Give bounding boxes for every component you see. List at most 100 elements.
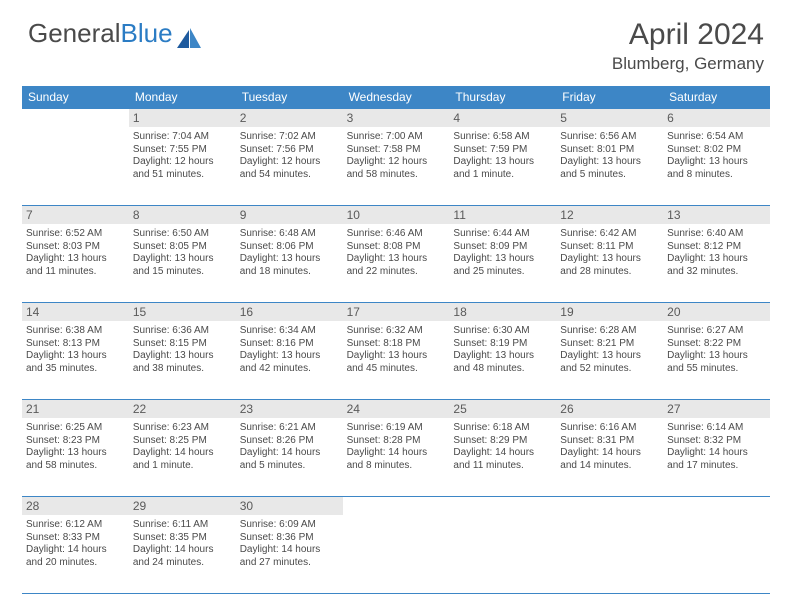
- day-number: 4: [449, 109, 556, 127]
- day-info: Sunrise: 7:04 AMSunset: 7:55 PMDaylight:…: [133, 131, 232, 181]
- day-cell: Sunrise: 6:28 AMSunset: 8:21 PMDaylight:…: [556, 321, 663, 399]
- day-info: Sunrise: 6:36 AMSunset: 8:15 PMDaylight:…: [133, 325, 232, 375]
- day-info-line: Daylight: 13 hours: [453, 350, 552, 363]
- day-info-line: Daylight: 13 hours: [26, 253, 125, 266]
- day-info-line: Sunset: 8:06 PM: [240, 241, 339, 254]
- day-info: Sunrise: 6:38 AMSunset: 8:13 PMDaylight:…: [26, 325, 125, 375]
- day-info-line: and 25 minutes.: [453, 266, 552, 279]
- day-info-line: Daylight: 14 hours: [667, 447, 766, 460]
- day-info-line: and 51 minutes.: [133, 169, 232, 182]
- day-info-line: and 55 minutes.: [667, 363, 766, 376]
- day-info: Sunrise: 6:12 AMSunset: 8:33 PMDaylight:…: [26, 519, 125, 569]
- day-info-line: Sunrise: 6:11 AM: [133, 519, 232, 532]
- day-cell: Sunrise: 6:27 AMSunset: 8:22 PMDaylight:…: [663, 321, 770, 399]
- week-row: Sunrise: 6:12 AMSunset: 8:33 PMDaylight:…: [22, 515, 770, 594]
- day-info-line: Sunset: 7:59 PM: [453, 144, 552, 157]
- day-number: 28: [22, 497, 129, 515]
- day-info-line: and 27 minutes.: [240, 557, 339, 570]
- day-info-line: Sunset: 8:01 PM: [560, 144, 659, 157]
- day-info-line: Sunrise: 7:02 AM: [240, 131, 339, 144]
- day-number: 3: [343, 109, 450, 127]
- day-info: Sunrise: 6:52 AMSunset: 8:03 PMDaylight:…: [26, 228, 125, 278]
- day-info-line: Sunrise: 6:09 AM: [240, 519, 339, 532]
- day-info-line: Sunrise: 6:21 AM: [240, 422, 339, 435]
- day-info-line: and 58 minutes.: [347, 169, 446, 182]
- day-info-line: and 32 minutes.: [667, 266, 766, 279]
- day-info-line: Sunrise: 6:18 AM: [453, 422, 552, 435]
- day-cell: Sunrise: 7:00 AMSunset: 7:58 PMDaylight:…: [343, 127, 450, 205]
- day-info-line: Daylight: 14 hours: [133, 447, 232, 460]
- day-info-line: Sunset: 8:05 PM: [133, 241, 232, 254]
- day-info-line: Daylight: 13 hours: [133, 350, 232, 363]
- day-info-line: Sunset: 8:09 PM: [453, 241, 552, 254]
- day-info-line: Daylight: 13 hours: [240, 253, 339, 266]
- day-number: 6: [663, 109, 770, 127]
- day-info-line: and 8 minutes.: [347, 460, 446, 473]
- day-info: Sunrise: 6:18 AMSunset: 8:29 PMDaylight:…: [453, 422, 552, 472]
- day-number: 19: [556, 303, 663, 321]
- logo-sail-icon: [177, 28, 203, 55]
- day-info-line: Sunset: 8:13 PM: [26, 338, 125, 351]
- day-info-line: Sunrise: 6:46 AM: [347, 228, 446, 241]
- day-info-line: and 52 minutes.: [560, 363, 659, 376]
- day-info-line: Daylight: 13 hours: [667, 253, 766, 266]
- day-info-line: Sunset: 8:12 PM: [667, 241, 766, 254]
- day-info-line: Sunrise: 7:00 AM: [347, 131, 446, 144]
- day-info-line: Sunset: 7:55 PM: [133, 144, 232, 157]
- day-cell: Sunrise: 6:30 AMSunset: 8:19 PMDaylight:…: [449, 321, 556, 399]
- day-info: Sunrise: 6:56 AMSunset: 8:01 PMDaylight:…: [560, 131, 659, 181]
- day-info-line: and 8 minutes.: [667, 169, 766, 182]
- day-info-line: and 1 minute.: [453, 169, 552, 182]
- day-number: [22, 109, 129, 127]
- day-cell: Sunrise: 6:14 AMSunset: 8:32 PMDaylight:…: [663, 418, 770, 496]
- day-number: 11: [449, 206, 556, 224]
- day-info: Sunrise: 6:42 AMSunset: 8:11 PMDaylight:…: [560, 228, 659, 278]
- day-number: 10: [343, 206, 450, 224]
- day-info-line: Sunrise: 6:48 AM: [240, 228, 339, 241]
- day-info-line: Sunrise: 6:30 AM: [453, 325, 552, 338]
- day-info-line: Sunset: 8:32 PM: [667, 435, 766, 448]
- day-info-line: and 14 minutes.: [560, 460, 659, 473]
- day-info-line: Daylight: 14 hours: [240, 544, 339, 557]
- day-cell: Sunrise: 7:04 AMSunset: 7:55 PMDaylight:…: [129, 127, 236, 205]
- day-info: Sunrise: 6:40 AMSunset: 8:12 PMDaylight:…: [667, 228, 766, 278]
- week-row: Sunrise: 6:52 AMSunset: 8:03 PMDaylight:…: [22, 224, 770, 303]
- day-info-line: Sunrise: 6:32 AM: [347, 325, 446, 338]
- day-number: 21: [22, 400, 129, 418]
- day-info-line: Sunrise: 6:23 AM: [133, 422, 232, 435]
- day-info-line: Sunrise: 6:56 AM: [560, 131, 659, 144]
- day-number: 15: [129, 303, 236, 321]
- day-cell: Sunrise: 6:25 AMSunset: 8:23 PMDaylight:…: [22, 418, 129, 496]
- day-cell: Sunrise: 6:09 AMSunset: 8:36 PMDaylight:…: [236, 515, 343, 593]
- day-info: Sunrise: 6:34 AMSunset: 8:16 PMDaylight:…: [240, 325, 339, 375]
- day-info-line: and 17 minutes.: [667, 460, 766, 473]
- day-number: 26: [556, 400, 663, 418]
- day-info: Sunrise: 6:23 AMSunset: 8:25 PMDaylight:…: [133, 422, 232, 472]
- day-info: Sunrise: 6:44 AMSunset: 8:09 PMDaylight:…: [453, 228, 552, 278]
- day-number: 16: [236, 303, 343, 321]
- day-number: 22: [129, 400, 236, 418]
- day-info-line: and 38 minutes.: [133, 363, 232, 376]
- day-info-line: Sunrise: 6:42 AM: [560, 228, 659, 241]
- day-info: Sunrise: 6:58 AMSunset: 7:59 PMDaylight:…: [453, 131, 552, 181]
- day-info-line: Daylight: 13 hours: [240, 350, 339, 363]
- day-number: 18: [449, 303, 556, 321]
- day-number: 30: [236, 497, 343, 515]
- day-info-line: Sunset: 8:16 PM: [240, 338, 339, 351]
- day-info: Sunrise: 6:21 AMSunset: 8:26 PMDaylight:…: [240, 422, 339, 472]
- day-info-line: and 11 minutes.: [26, 266, 125, 279]
- day-cell: Sunrise: 7:02 AMSunset: 7:56 PMDaylight:…: [236, 127, 343, 205]
- day-cell: Sunrise: 6:50 AMSunset: 8:05 PMDaylight:…: [129, 224, 236, 302]
- day-number: 20: [663, 303, 770, 321]
- day-cell: Sunrise: 6:54 AMSunset: 8:02 PMDaylight:…: [663, 127, 770, 205]
- day-info: Sunrise: 6:28 AMSunset: 8:21 PMDaylight:…: [560, 325, 659, 375]
- day-info: Sunrise: 6:50 AMSunset: 8:05 PMDaylight:…: [133, 228, 232, 278]
- day-info-line: and 18 minutes.: [240, 266, 339, 279]
- day-info-line: Sunrise: 6:50 AM: [133, 228, 232, 241]
- day-info-line: Sunset: 8:19 PM: [453, 338, 552, 351]
- day-info-line: Sunset: 8:22 PM: [667, 338, 766, 351]
- day-info-line: Sunrise: 6:12 AM: [26, 519, 125, 532]
- day-info-line: Daylight: 14 hours: [133, 544, 232, 557]
- day-info-line: Daylight: 13 hours: [133, 253, 232, 266]
- day-info-line: and 24 minutes.: [133, 557, 232, 570]
